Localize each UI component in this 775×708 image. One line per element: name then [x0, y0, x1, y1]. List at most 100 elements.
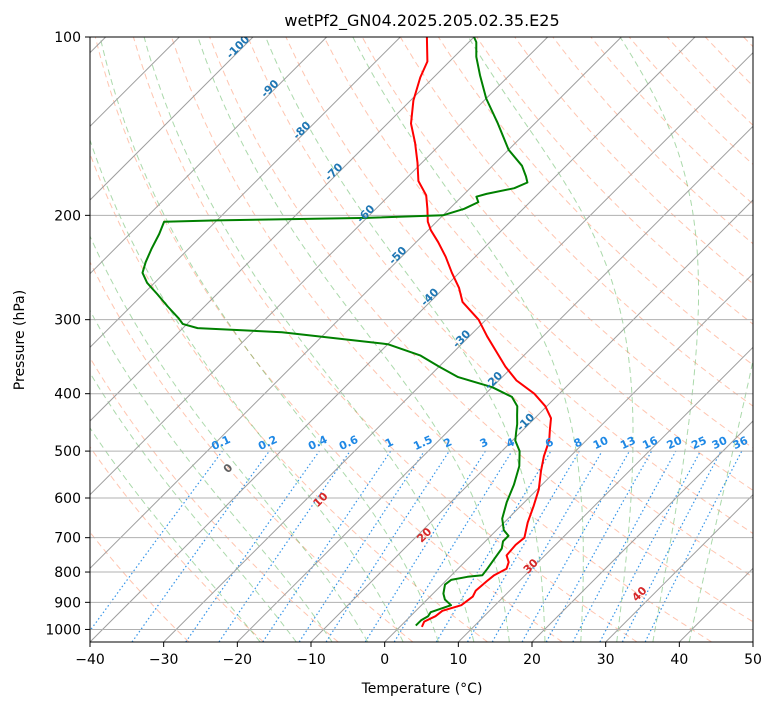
x-axis-label: Temperature (°C)	[361, 681, 483, 697]
x-tick-label: −30	[149, 652, 179, 668]
mixing-ratio-line	[393, 450, 513, 642]
mixing-ratio-label: 25	[689, 434, 708, 452]
y-tick-label: 200	[54, 208, 81, 224]
y-tick-label: 500	[54, 444, 81, 460]
moist-adiabat-line	[90, 371, 297, 642]
isotherm-line	[457, 346, 753, 642]
dry-adiabat-line	[476, 37, 753, 325]
isotherm-line	[531, 420, 753, 642]
y-tick-label: 100	[54, 30, 81, 46]
x-tick-label: 50	[744, 652, 762, 668]
mixing-ratio-label: 20	[665, 434, 685, 452]
isotherm-label: -60	[354, 202, 377, 225]
mixing-ratio-line	[364, 450, 486, 642]
isotherm-label: -30	[450, 327, 473, 350]
profile-lines	[141, 37, 552, 628]
y-axis-label: Pressure (hPa)	[12, 290, 28, 390]
moist-adiabat-line	[90, 138, 404, 642]
mixing-ratio-line	[262, 450, 392, 642]
mixing-ratio-line	[131, 450, 270, 642]
mixing-ratio-line	[325, 450, 450, 642]
dewpoint-line	[141, 37, 529, 627]
mixing-ratio-line	[521, 450, 631, 642]
y-tick-label: 700	[54, 531, 81, 547]
dry-adiabat-line	[590, 37, 753, 205]
mixing-ratio-line	[218, 450, 351, 642]
temperature-line	[410, 37, 552, 628]
isotherm-line	[384, 272, 753, 642]
mixing-ratio-line	[298, 450, 425, 642]
mixing-ratio-label: 30	[710, 434, 730, 452]
isotherm-line	[678, 567, 753, 642]
dry-adiabat-line	[552, 37, 753, 245]
mixing-ratio-label: 36	[731, 434, 751, 452]
dry-adiabat-line	[132, 37, 638, 642]
isotherm-line	[90, 37, 254, 201]
mixing-ratio-line	[185, 450, 320, 642]
moist-adiabat-line	[265, 37, 546, 642]
y-tick-label: 800	[54, 565, 81, 581]
moist-adiabat-line	[467, 37, 634, 642]
moist-adiabat-line	[688, 358, 753, 642]
mixing-ratio-label: 0.4	[306, 433, 329, 453]
mixing-ratio-line	[545, 450, 653, 642]
isotherm-label: -90	[258, 77, 281, 100]
dry-adiabat-line	[514, 37, 753, 285]
y-tick-label: 600	[54, 491, 81, 507]
x-tick-label: 40	[670, 652, 688, 668]
x-tick-label: −20	[223, 652, 253, 668]
dry-adiabat-line	[209, 37, 753, 623]
y-tick-label: 1000	[45, 622, 81, 638]
mixing-ratio-label: 16	[640, 434, 660, 452]
mixing-ratio-label: 0.6	[337, 433, 360, 453]
dry-adiabat-line	[285, 37, 753, 535]
dry-adiabat-line	[171, 37, 712, 642]
mixing-ratio-label: 6	[543, 435, 556, 450]
dry-adiabat-line	[90, 356, 339, 642]
moist-adiabat-line	[143, 37, 475, 642]
moist-adiabat-line	[90, 427, 261, 642]
dry-adiabat-line	[90, 531, 190, 642]
isotherm-label: -70	[322, 160, 345, 183]
dry-adiabat-line	[94, 37, 563, 642]
x-tick-label: −10	[296, 652, 326, 668]
line-labels: -100-90-80-70-60-50-40-30-20-100.1 0.2 0.4…	[209, 37, 751, 604]
y-axis-ticks: 1000 900 800 700 600 500 400 300 200 100	[45, 30, 90, 638]
x-tick-label: 20	[523, 652, 541, 668]
mixing-ratio-line	[599, 450, 702, 642]
isotherm-label: -40	[418, 285, 441, 308]
dry-adiabat-line	[666, 37, 753, 126]
moist-adiabat-line	[352, 37, 584, 642]
mixing-ratio-label: 3	[478, 435, 490, 450]
isotherm-label: -50	[386, 244, 409, 267]
moist-adiabat-line	[619, 37, 699, 642]
dry-adiabat-line	[90, 446, 264, 642]
isotherm-line	[90, 37, 401, 349]
mixing-ratio-label: 8	[572, 435, 584, 450]
x-tick-label: 10	[449, 652, 467, 668]
moist-adiabat-line	[90, 309, 333, 642]
mixing-ratio-label: 13	[618, 434, 637, 452]
isotherm-label: -80	[290, 119, 313, 142]
mixing-ratio-label: 0.1	[209, 433, 232, 453]
mixing-ratio-label: 1	[383, 435, 395, 450]
mixing-ratio-line	[644, 450, 743, 642]
x-axis-ticks: −40 −30 −20 −10 0 10 20 30 40 50	[75, 642, 762, 668]
plot-frame	[89, 36, 754, 643]
moist-adiabat-line	[197, 37, 510, 642]
x-tick-label: 0	[380, 652, 389, 668]
mixing-ratio-line	[435, 450, 552, 642]
isotherm-line	[90, 37, 475, 422]
isotherm-line	[236, 125, 753, 642]
x-tick-label: −40	[75, 652, 105, 668]
isotherm-line	[90, 37, 328, 275]
y-tick-label: 900	[54, 595, 81, 611]
grid-lines	[90, 37, 753, 642]
dry-adiabat-line	[743, 37, 753, 48]
dry-adiabat-label: 0	[221, 461, 236, 476]
background-lines	[90, 37, 753, 642]
isotherm-line	[752, 641, 753, 642]
mixing-ratio-label: 10	[591, 434, 611, 452]
dry-adiabat-line	[90, 260, 414, 642]
